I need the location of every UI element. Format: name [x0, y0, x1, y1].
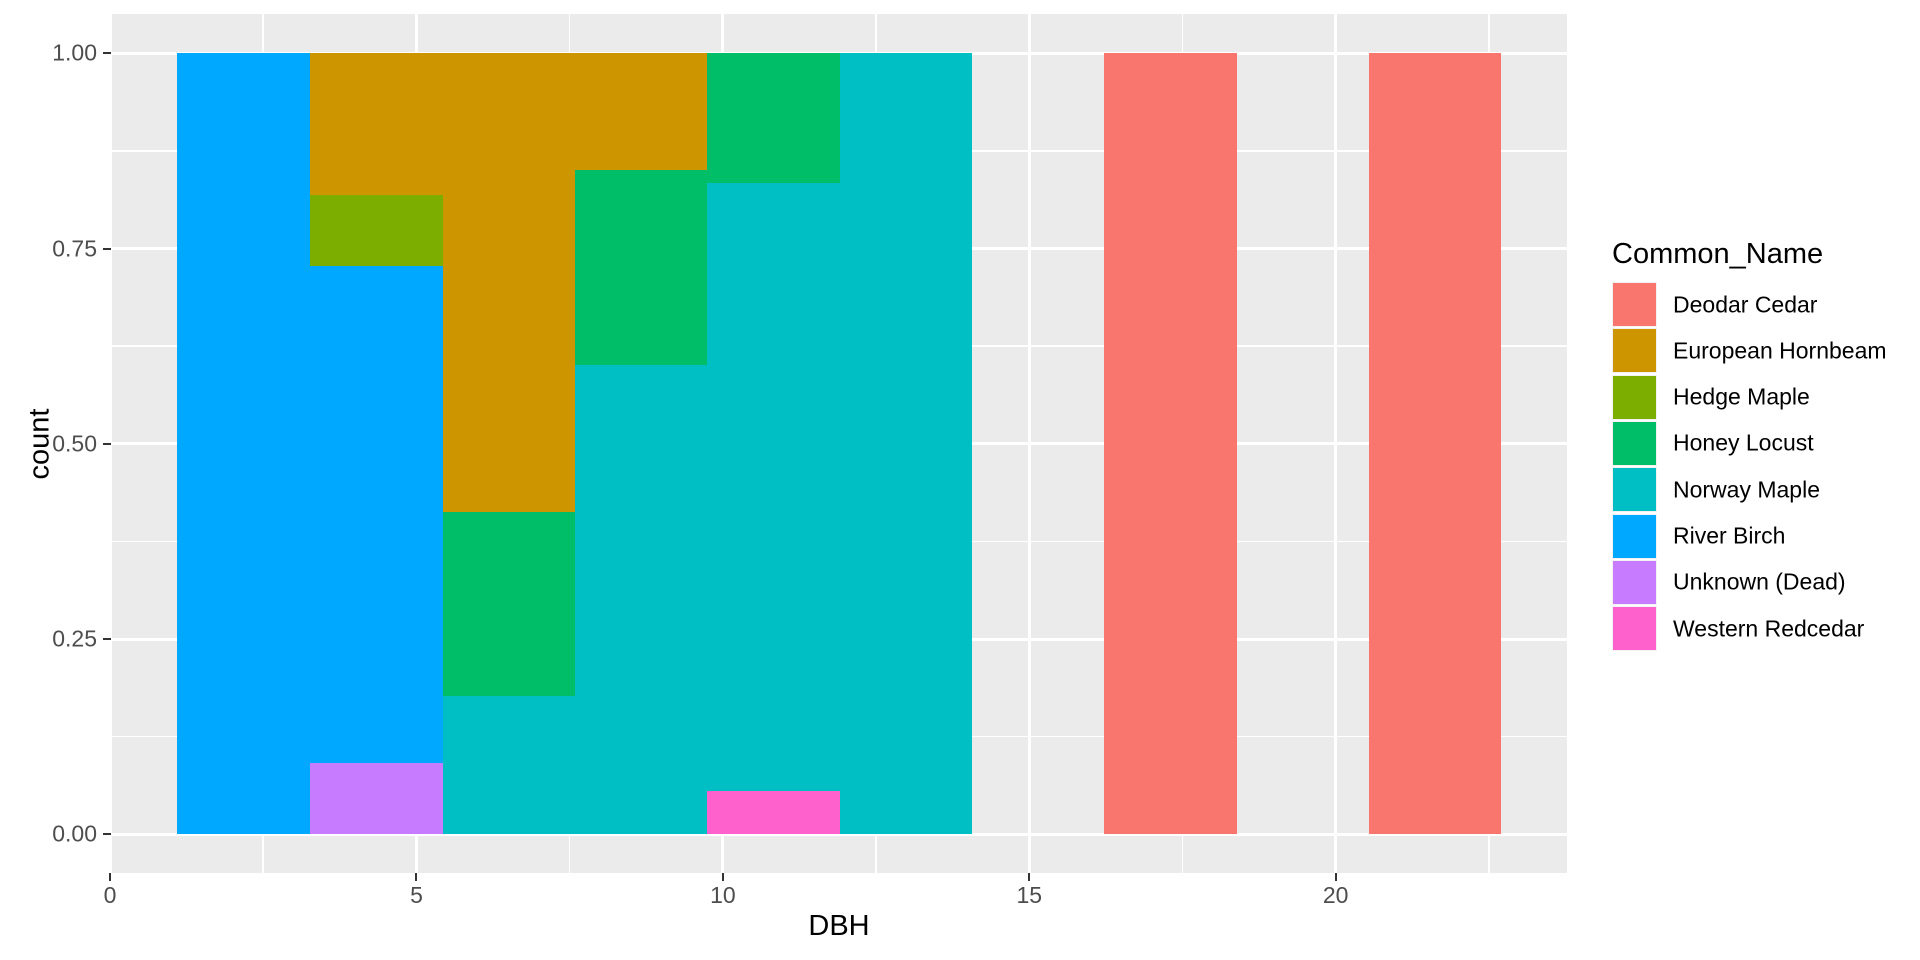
bar-segment-european-hornbeam — [442, 53, 575, 513]
legend-key — [1612, 282, 1657, 327]
bar-segment-unknown-dead — [309, 763, 443, 835]
bar-segment-norway-maple — [574, 365, 707, 835]
y-tick-label: 0.75 — [52, 235, 97, 262]
bar-segment-honey-locust — [574, 170, 707, 366]
bar-segment-norway-maple — [839, 53, 972, 835]
bar-segment-european-hornbeam — [574, 53, 707, 171]
y-tick-mark — [102, 442, 111, 445]
x-tick-label: 0 — [103, 882, 117, 908]
legend-swatch-norway-maple — [1613, 468, 1656, 512]
legend-item-label: Norway Maple — [1673, 476, 1820, 503]
legend-key — [1612, 467, 1657, 513]
x-tick-mark — [1028, 873, 1031, 882]
bar-segment-river-birch — [176, 53, 310, 835]
x-tick-label: 5 — [410, 882, 423, 908]
legend-item-label: Unknown (Dead) — [1673, 568, 1846, 595]
gridline-major-x — [1334, 14, 1338, 874]
x-tick-mark — [721, 873, 724, 882]
legend-key — [1612, 328, 1657, 374]
y-tick-mark — [102, 52, 111, 55]
bar-segment-european-hornbeam — [309, 53, 443, 196]
legend-swatch-european-hornbeam — [1613, 329, 1656, 373]
legend-item-label: Deodar Cedar — [1673, 291, 1818, 317]
y-tick-mark — [102, 638, 111, 641]
legend-item-label: Hedge Maple — [1673, 383, 1810, 410]
bar-segment-hedge-maple — [309, 195, 443, 267]
x-tick-label: 10 — [710, 882, 736, 908]
legend-item-label: Western Redcedar — [1673, 615, 1865, 642]
legend-swatch-deodar-cedar — [1613, 283, 1656, 326]
legend-item-label: Honey Locust — [1673, 429, 1814, 456]
legend-item-label: River Birch — [1673, 522, 1786, 549]
y-tick-label: 0.25 — [52, 625, 97, 652]
x-tick-mark — [1334, 873, 1337, 882]
y-tick-label: 0.50 — [52, 430, 97, 457]
legend-key — [1612, 606, 1657, 652]
legend-key — [1612, 513, 1657, 559]
x-tick-label: 15 — [1016, 882, 1043, 908]
bar-segment-western-redcedar — [706, 791, 840, 835]
gridline-major-x — [1027, 14, 1031, 874]
y-axis-title: count — [23, 408, 56, 480]
legend-title: Common_Name — [1612, 238, 1824, 270]
y-tick-mark — [102, 247, 111, 250]
bar-segment-honey-locust — [442, 512, 575, 697]
legend-swatch-unknown-dead — [1613, 560, 1656, 604]
bar-segment-river-birch — [309, 266, 443, 764]
x-tick-label: 20 — [1322, 882, 1349, 908]
x-axis-title: DBH — [808, 910, 870, 942]
gridline-major-x — [110, 14, 112, 874]
x-tick-mark — [109, 873, 112, 882]
bar-segment-deodar-cedar — [1368, 53, 1501, 835]
x-tick-mark — [415, 873, 418, 882]
legend-key — [1612, 420, 1657, 466]
legend-swatch-hedge-maple — [1613, 375, 1656, 419]
bar-segment-norway-maple — [706, 183, 840, 792]
plot-panel — [110, 14, 1568, 874]
legend-key — [1612, 559, 1657, 605]
legend-swatch-honey-locust — [1613, 421, 1656, 465]
legend-key — [1612, 374, 1657, 420]
legend-swatch-river-birch — [1613, 514, 1656, 558]
y-tick-label: 1.00 — [52, 39, 97, 66]
legend-swatch-western-redcedar — [1613, 607, 1656, 651]
y-tick-mark — [102, 833, 111, 836]
bar-segment-deodar-cedar — [1103, 53, 1237, 835]
bar-segment-norway-maple — [442, 696, 575, 835]
y-tick-label: 0.00 — [52, 820, 97, 847]
bar-segment-honey-locust — [706, 53, 840, 184]
legend-item-label: European Hornbeam — [1673, 337, 1887, 364]
